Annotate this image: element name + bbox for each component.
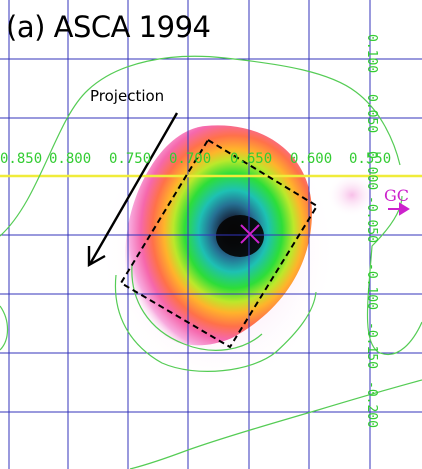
- x-tick-label: 0.700: [169, 151, 212, 167]
- emission-core: [216, 215, 264, 257]
- x-tick-label: 0.750: [109, 151, 152, 167]
- panel-title: (a) ASCA 1994: [6, 10, 211, 44]
- y-tick-label: -0.100: [364, 263, 379, 310]
- gc-arrow-icon: [388, 202, 410, 216]
- y-tick-label: 0.050: [364, 94, 379, 134]
- x-tick-label: 0.850: [0, 151, 43, 167]
- x-cross-marker-icon: [240, 224, 260, 244]
- y-tick-label: 0.100: [364, 34, 379, 74]
- y-tick-label: 0.000: [364, 151, 379, 191]
- gc-label: GC: [384, 186, 410, 205]
- contour-lines: [0, 55, 422, 469]
- x-tick-label: 0.600: [290, 151, 333, 167]
- projection-label: Projection: [90, 87, 165, 105]
- y-tick-label: -0.200: [364, 381, 379, 428]
- x-tick-label: 0.550: [349, 151, 392, 167]
- projection-arrow-icon: [87, 112, 179, 268]
- x-tick-label: 0.800: [49, 151, 92, 167]
- y-tick-label: -0.050: [364, 196, 379, 243]
- emission-halo-east: [327, 173, 377, 217]
- y-tick-label: -0.150: [364, 322, 379, 369]
- projection-box: [119, 138, 319, 349]
- x-tick-label: 0.650: [230, 151, 273, 167]
